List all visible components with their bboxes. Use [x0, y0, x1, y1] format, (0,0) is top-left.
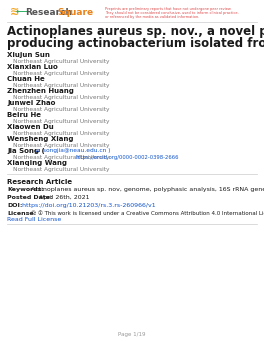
Text: Jia Song (: Jia Song (	[7, 148, 45, 154]
Text: Northeast Agricultural University: Northeast Agricultural University	[13, 83, 110, 88]
Text: © ① This work is licensed under a Creative Commons Attribution 4.0 International: © ① This work is licensed under a Creati…	[29, 211, 264, 216]
Text: Northeast Agricultural University: Northeast Agricultural University	[13, 166, 110, 172]
Text: Preprints are preliminary reports that have not undergone peer review.: Preprints are preliminary reports that h…	[105, 7, 232, 11]
Text: Northeast Agricultural University: Northeast Agricultural University	[13, 94, 110, 100]
Text: Research: Research	[25, 8, 72, 17]
FancyBboxPatch shape	[35, 148, 40, 152]
Text: Page 1/19: Page 1/19	[118, 332, 146, 337]
Text: Xiujun Sun: Xiujun Sun	[7, 52, 50, 58]
Text: Actinoplanes aureus sp. nov, genome, polyphasic analysis, 16S rRNA gene: Actinoplanes aureus sp. nov, genome, pol…	[29, 187, 264, 192]
Text: https://doi.org/10.21203/rs.3.rs-260966/v1: https://doi.org/10.21203/rs.3.rs-260966/…	[20, 203, 155, 208]
Text: songjia@neau.edu.cn ): songjia@neau.edu.cn )	[41, 148, 111, 153]
Text: Xiaowen Du: Xiaowen Du	[7, 124, 54, 130]
Text: producing actinobacterium isolated from soil: producing actinobacterium isolated from …	[7, 37, 264, 50]
Text: Northeast Agricultural University: Northeast Agricultural University	[13, 106, 110, 112]
Text: Zhenzhen Huang: Zhenzhen Huang	[7, 88, 74, 94]
Text: https://orcid.org/0000-0002-0398-2666: https://orcid.org/0000-0002-0398-2666	[75, 154, 178, 160]
Text: Northeast Agricultural University: Northeast Agricultural University	[13, 119, 110, 123]
Text: Beiru He: Beiru He	[7, 112, 41, 118]
Text: ⟵: ⟵	[16, 7, 28, 16]
Text: Xianqing Wang: Xianqing Wang	[7, 160, 67, 166]
Text: ✉: ✉	[36, 148, 39, 152]
Text: April 26th, 2021: April 26th, 2021	[37, 195, 89, 200]
Text: Northeast Agricultural University: Northeast Agricultural University	[13, 71, 110, 75]
Text: Northeast Agricultural University: Northeast Agricultural University	[13, 154, 110, 160]
Text: Northeast Agricultural University: Northeast Agricultural University	[13, 143, 110, 148]
Text: License:: License:	[7, 211, 36, 216]
Text: Northeast Agricultural University: Northeast Agricultural University	[13, 59, 110, 63]
Text: Actinoplanes aureus sp. nov., a novel protease-: Actinoplanes aureus sp. nov., a novel pr…	[7, 25, 264, 38]
Text: Wensheng Xiang: Wensheng Xiang	[7, 136, 73, 142]
Text: Northeast Agricultural University: Northeast Agricultural University	[13, 131, 110, 135]
Text: Junwei Zhao: Junwei Zhao	[7, 100, 55, 106]
Text: ≋: ≋	[10, 7, 19, 17]
Text: Xianxian Luo: Xianxian Luo	[7, 64, 58, 70]
Text: Research Article: Research Article	[7, 179, 72, 185]
Text: Posted Date:: Posted Date:	[7, 195, 53, 200]
Text: DOI:: DOI:	[7, 203, 22, 208]
Text: Read Full License: Read Full License	[7, 217, 61, 222]
Text: Square: Square	[57, 8, 93, 17]
Text: Keywords:: Keywords:	[7, 187, 44, 192]
Text: They should not be considered conclusive, used to inform clinical practice,: They should not be considered conclusive…	[105, 11, 239, 15]
Text: or referenced by the media as validated information.: or referenced by the media as validated …	[105, 15, 199, 19]
Text: Chuan He: Chuan He	[7, 76, 45, 82]
